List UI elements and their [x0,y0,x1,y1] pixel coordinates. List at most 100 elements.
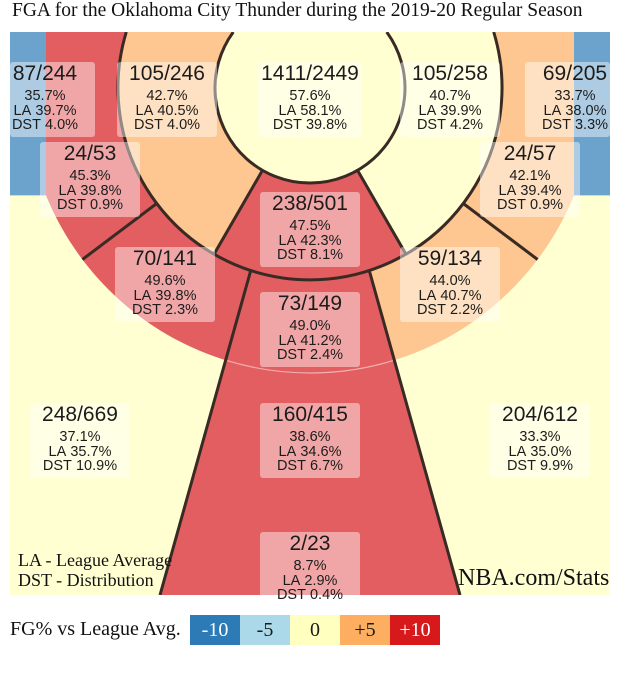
zone-dst-pct: 10.9 [76,458,117,474]
zone-distribution: DST 0.9 [483,197,577,213]
zone-attempts: 258 [452,62,488,85]
zone-distribution: DST 2.3 [118,302,212,318]
three-point-arc-line [225,359,395,374]
zone-la-pct: 35.0 [530,444,571,460]
zone-label: 59134 44.0LA40.7DST2.2 [400,247,500,322]
zone-label: 223 8.7LA2.9DST0.4 [260,532,360,607]
legend-title: FG% vs League Avg. [10,618,181,640]
zone-attempts: 134 [447,247,483,270]
zone-attempts: 415 [312,403,348,426]
dst-prefix: DST [133,117,163,133]
legend-item: -10 [190,615,240,645]
zone-fg-pct: 33.3 [493,430,587,445]
zone-distribution: DST 39.8 [261,117,359,133]
zone-league-average: LA 40.7 [403,288,497,304]
zone-label: 105258 40.7LA39.9DST4.2 [400,62,500,137]
zone-la-pct: 39.9 [440,103,481,119]
zone-fg-pct: 57.6 [261,89,359,104]
la-prefix: LA [498,182,517,199]
zone-label: 2457 42.1LA39.4DST0.9 [480,142,580,217]
zone-made: 24 [64,142,93,165]
zone-label: 238501 47.5LA42.3DST8.1 [260,192,360,267]
dst-prefix: DST [56,197,86,213]
zone-attempts: 246 [169,62,205,85]
dst-prefix: DST [11,117,41,133]
zone-divider-line [356,169,408,256]
zone-la-pct: 40.5 [157,103,198,119]
zone-label: 160415 38.6LA34.6DST6.7 [260,403,360,478]
zone-fg-pct: 45.3 [43,169,137,184]
zone-distribution: DST 2.4 [263,347,357,363]
la-prefix: LA [278,232,297,249]
zone-shots: 14112449 [261,62,359,86]
dst-prefix: DST [506,458,536,474]
zone-shots: 2453 [43,142,137,166]
dst-prefix: DST [276,587,306,603]
la-prefix: LA [282,572,301,589]
legend-item: +10 [390,615,440,645]
zone-made: 2 [290,532,308,555]
zone-fg-pct: 42.1 [483,169,577,184]
zone-shape [574,32,610,196]
la-prefix: LA [135,102,154,119]
zone-made: 69 [543,62,572,85]
la-prefix: LA [418,102,437,119]
zone-made: 204 [502,403,543,426]
dst-prefix: DST [272,117,302,133]
zone-label: 248669 37.1LA35.7DST10.9 [30,403,130,478]
dst-prefix: DST [416,117,446,133]
zone-made: 73 [278,292,307,315]
zone-shape [10,32,46,196]
la-prefix: LA [508,443,527,460]
zone-la-pct: 41.2 [300,333,341,349]
zone-attempts: 612 [542,403,578,426]
zone-fg-pct: 42.7 [120,89,214,104]
zone-dst-pct: 39.8 [306,117,347,133]
zone-dst-pct: 4.0 [45,117,78,133]
zone-attempts: 149 [307,292,343,315]
zone-dst-pct: 8.1 [310,247,343,263]
zone-la-pct: 38.0 [565,103,606,119]
zone-distribution: DST 0.9 [43,197,137,213]
zone-made: 248 [42,403,83,426]
zone-la-pct: 39.8 [155,288,196,304]
zone-divider-line [462,202,539,261]
zone-attempts: 141 [162,247,198,270]
zone-attempts: 669 [82,403,118,426]
zone-shape [215,32,406,184]
dst-prefix: DST [42,458,72,474]
zone-fg-pct: 44.0 [403,274,497,289]
dst-prefix: DST [541,117,571,133]
zone-shots: 238501 [263,192,357,216]
zone-label: 69205 33.7LA38.0DST3.3 [525,62,610,137]
zone-la-pct: 42.3 [300,233,341,249]
zone-league-average: LA 42.3 [263,232,357,249]
zone-distribution: DST 9.9 [493,458,587,474]
zone-dst-pct: 3.3 [575,117,608,133]
zone-la-pct: 39.8 [80,183,121,199]
zone-league-average: LA 34.6 [263,444,357,460]
zone-fg-pct: 49.0 [263,319,357,334]
legend-item: +5 [340,615,390,645]
zone-attempts: 205 [572,62,608,85]
zone-la-pct: 39.7 [35,103,76,119]
zone-league-average: LA 35.0 [493,443,587,460]
zone-label: 14112449 57.6LA58.1DST39.8 [258,62,362,137]
zone-distribution: DST 0.4 [263,587,357,603]
zone-label: 105246 42.7LA40.5DST4.0 [117,62,217,137]
shot-chart-court: 8724435.7LA39.7DST4.010524642.7LA40.5DST… [10,32,610,607]
zone-made: 238 [272,192,313,215]
zone-league-average: LA 38.0 [540,103,610,119]
zone-shots: 105258 [403,62,497,86]
zone-made: 87 [13,62,42,85]
zone-fg-pct: 33.7 [540,89,610,104]
zone-distribution: DST 4.0 [10,117,80,133]
zone-shots: 87244 [10,62,80,86]
zone-shots: 105246 [120,62,214,86]
zone-attempts: 53 [92,142,117,165]
zone-label: 70141 49.6LA39.8DST2.3 [115,247,215,322]
zone-shots: 248669 [33,403,127,427]
zone-dst-pct: 2.4 [310,347,343,363]
zone-la-pct: 39.4 [520,183,561,199]
zone-label: 87244 35.7LA39.7DST4.0 [10,62,95,137]
